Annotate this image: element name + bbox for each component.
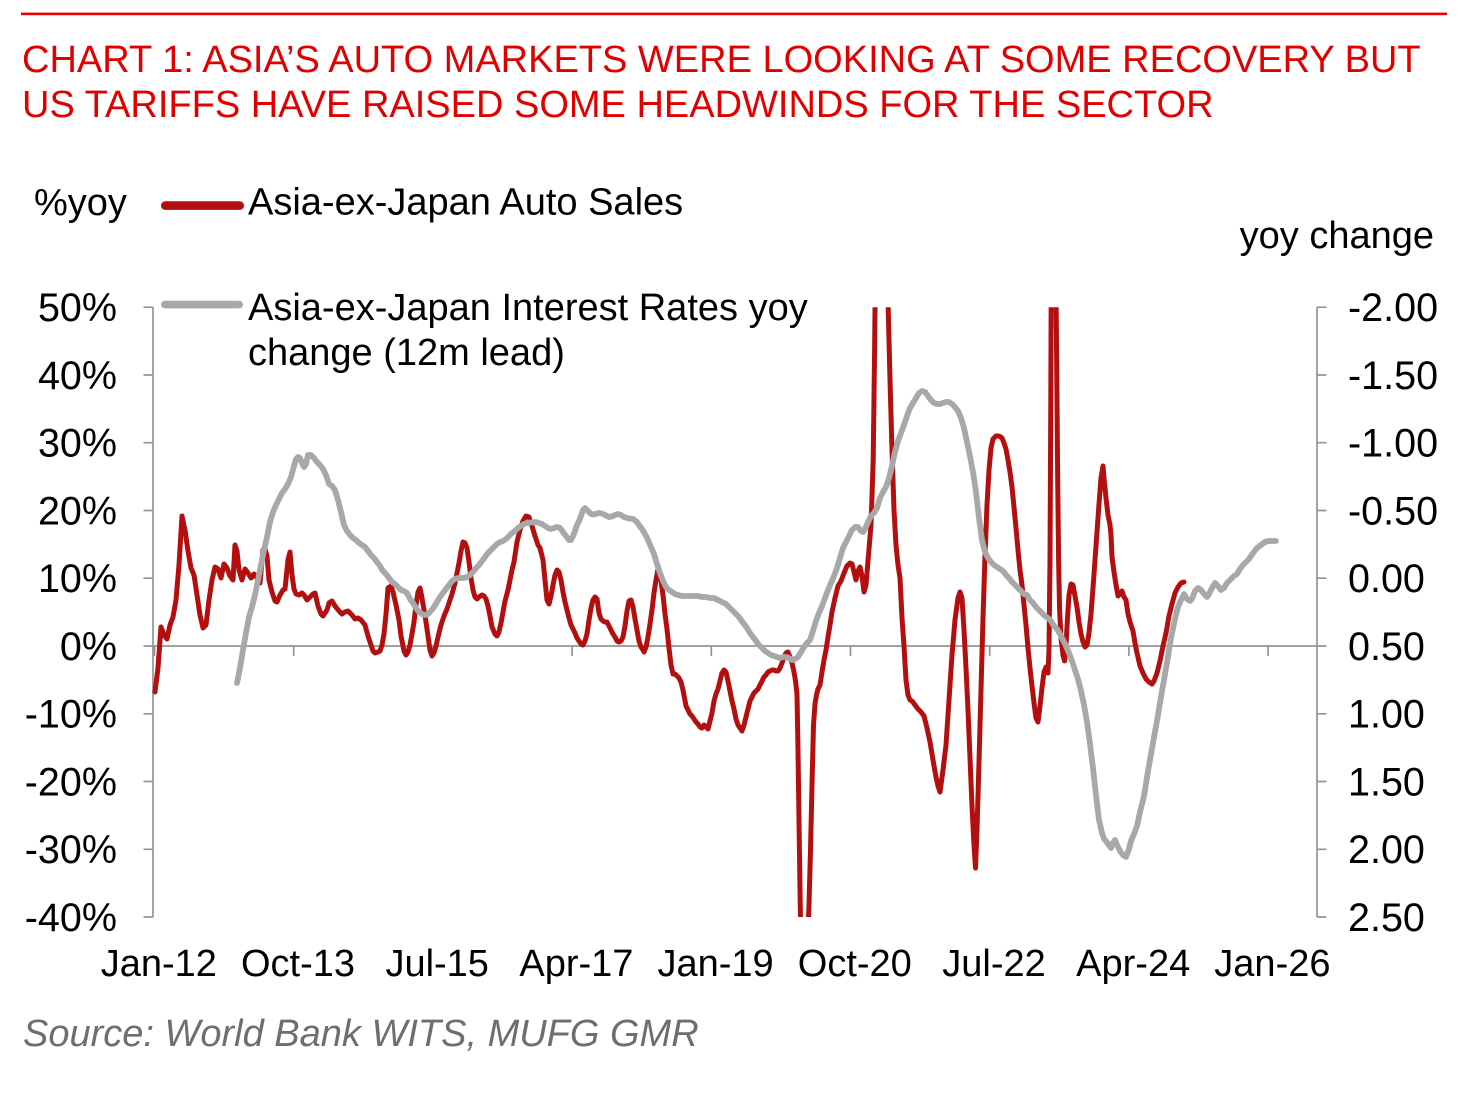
svg-text:10%: 10% bbox=[38, 557, 117, 601]
svg-text:yoy change: yoy change bbox=[1240, 215, 1434, 257]
svg-text:CHART 1: ASIA’S AUTO MARKETS W: CHART 1: ASIA’S AUTO MARKETS WERE LOOKIN… bbox=[22, 39, 1421, 81]
svg-text:-10%: -10% bbox=[25, 693, 117, 737]
svg-text:1.00: 1.00 bbox=[1348, 693, 1425, 737]
svg-text:US TARIFFS HAVE RAISED SOME HE: US TARIFFS HAVE RAISED SOME HEADWINDS FO… bbox=[22, 84, 1214, 126]
svg-text:Source: World Bank WITS, MUFG: Source: World Bank WITS, MUFG GMR bbox=[23, 1013, 699, 1055]
svg-text:Apr-24: Apr-24 bbox=[1076, 943, 1190, 985]
svg-text:0%: 0% bbox=[60, 625, 117, 669]
svg-text:change (12m lead): change (12m lead) bbox=[248, 332, 565, 374]
svg-text:-2.00: -2.00 bbox=[1348, 286, 1438, 330]
svg-text:Jan-19: Jan-19 bbox=[657, 943, 773, 985]
svg-text:Asia-ex-Japan Interest Rates y: Asia-ex-Japan Interest Rates yoy bbox=[248, 287, 808, 329]
svg-text:30%: 30% bbox=[38, 422, 117, 466]
svg-text:Jul-15: Jul-15 bbox=[385, 943, 489, 985]
svg-text:0.00: 0.00 bbox=[1348, 557, 1425, 601]
svg-text:-40%: -40% bbox=[25, 896, 117, 940]
svg-text:0.50: 0.50 bbox=[1348, 625, 1425, 669]
svg-text:2.50: 2.50 bbox=[1348, 896, 1425, 940]
svg-text:-20%: -20% bbox=[25, 760, 117, 804]
svg-text:40%: 40% bbox=[38, 354, 117, 398]
svg-text:-0.50: -0.50 bbox=[1348, 489, 1438, 533]
svg-text:-1.00: -1.00 bbox=[1348, 422, 1438, 466]
svg-text:Jul-22: Jul-22 bbox=[942, 943, 1046, 985]
svg-text:50%: 50% bbox=[38, 286, 117, 330]
svg-text:Jan-26: Jan-26 bbox=[1214, 943, 1330, 985]
svg-text:20%: 20% bbox=[38, 489, 117, 533]
svg-text:-1.50: -1.50 bbox=[1348, 354, 1438, 398]
svg-text:Jan-12: Jan-12 bbox=[101, 943, 217, 985]
svg-text:-30%: -30% bbox=[25, 828, 117, 872]
svg-text:Oct-20: Oct-20 bbox=[798, 943, 912, 985]
svg-text:Apr-17: Apr-17 bbox=[519, 943, 633, 985]
svg-text:%yoy: %yoy bbox=[34, 182, 127, 224]
svg-text:1.50: 1.50 bbox=[1348, 760, 1425, 804]
svg-text:2.00: 2.00 bbox=[1348, 828, 1425, 872]
svg-text:Oct-13: Oct-13 bbox=[241, 943, 355, 985]
svg-text:Asia-ex-Japan Auto Sales: Asia-ex-Japan Auto Sales bbox=[248, 182, 683, 224]
